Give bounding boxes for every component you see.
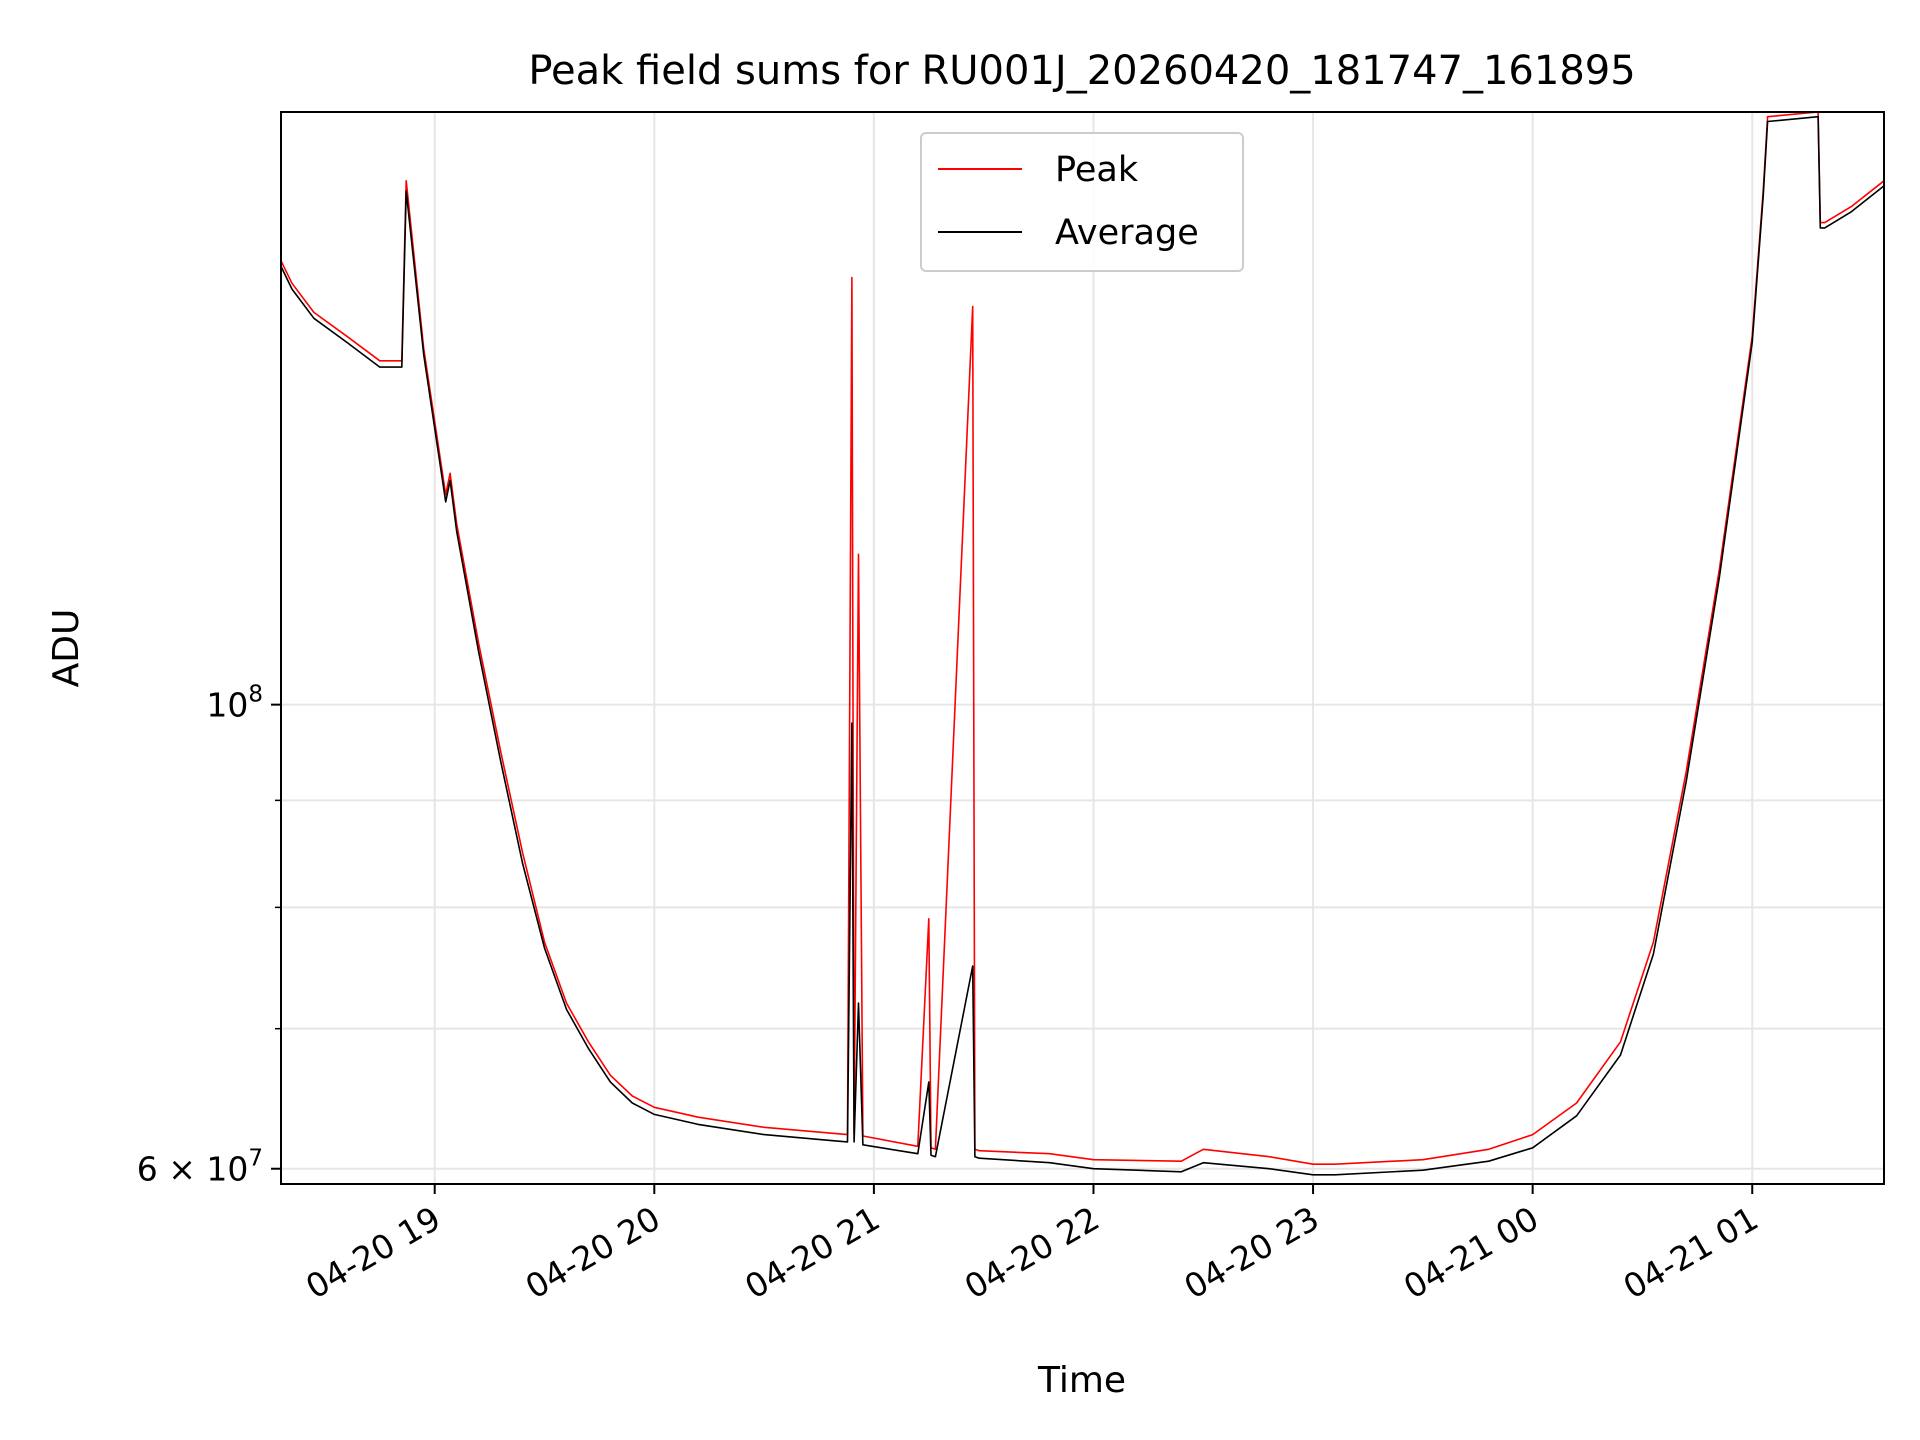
series-line-peak [281, 112, 1884, 1165]
y-tick-label: 6 × 107 [137, 1146, 263, 1189]
legend-label-average: Average [1055, 213, 1199, 253]
legend-label-peak: Peak [1055, 150, 1139, 190]
y-axis-label: ADU [46, 609, 87, 688]
y-tick-label: 108 [206, 682, 263, 725]
series-layer [281, 112, 1884, 1176]
legend: Peak Average [920, 132, 1244, 272]
series-line-average [281, 115, 1884, 1176]
chart-title: Peak field sums for RU001J_20260420_1817… [528, 48, 1635, 94]
y-axis: 6 × 107 108 [137, 682, 281, 1189]
x-axis-label: Time [1037, 1360, 1126, 1401]
grid [281, 112, 1884, 1184]
plot-frame [280, 111, 1885, 1185]
legend-box [920, 132, 1244, 272]
